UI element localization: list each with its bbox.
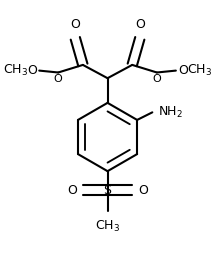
- Text: NH$_2$: NH$_2$: [158, 105, 183, 120]
- Text: O: O: [138, 184, 148, 197]
- Text: O: O: [152, 75, 161, 84]
- Text: O: O: [67, 184, 77, 197]
- Text: CH$_3$: CH$_3$: [187, 63, 212, 78]
- Text: O: O: [54, 75, 63, 84]
- Text: O: O: [178, 64, 188, 77]
- Text: S: S: [103, 184, 111, 197]
- Text: O: O: [27, 64, 37, 77]
- Text: CH$_3$: CH$_3$: [3, 63, 28, 78]
- Text: O: O: [70, 18, 80, 31]
- Text: CH$_3$: CH$_3$: [95, 219, 120, 234]
- Text: O: O: [135, 18, 145, 31]
